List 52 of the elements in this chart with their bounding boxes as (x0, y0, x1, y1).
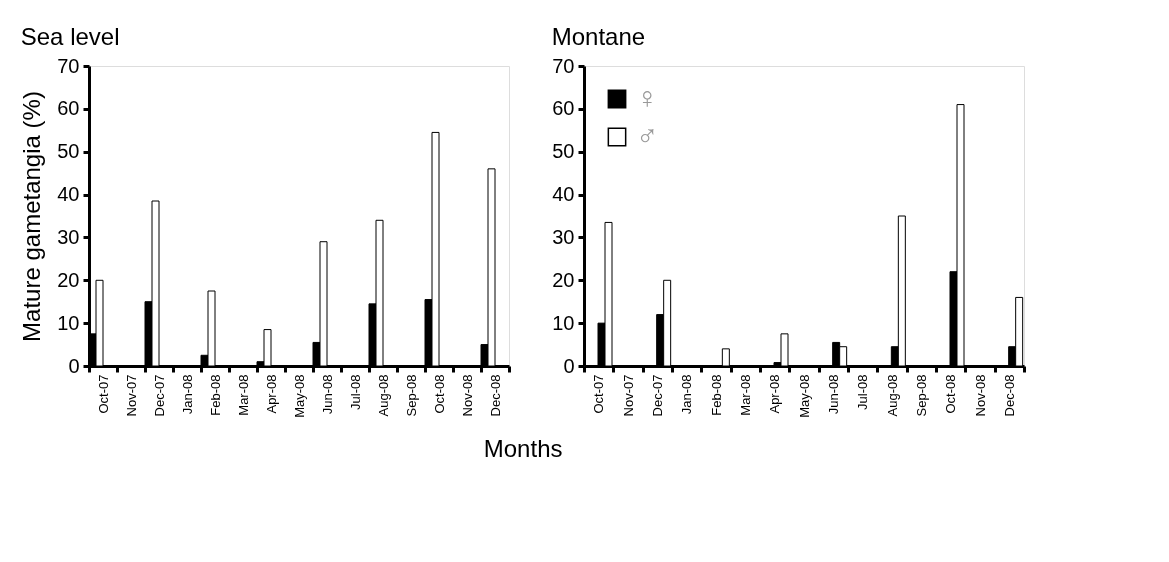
x-tick-label: Nov-07 (123, 374, 139, 417)
y-tick-label: 20 (552, 268, 575, 291)
x-tick-label: Oct-07 (591, 374, 607, 414)
x-tick-label: Feb-08 (207, 374, 223, 416)
x-tick-label: Dec-07 (151, 374, 167, 417)
x-tick-label: Sep-08 (403, 374, 419, 417)
x-tick-label: Apr-08 (767, 374, 783, 414)
x-tick-label: Aug-08 (375, 374, 391, 417)
x-tick-label: Jan-08 (679, 374, 695, 415)
x-tick-label: Jun-08 (319, 374, 335, 415)
x-tick-label: Nov-07 (620, 374, 636, 417)
y-tick-label: 60 (57, 97, 80, 120)
x-tick-label: Dec-08 (1001, 374, 1017, 417)
y-tick-label: 70 (552, 54, 575, 77)
x-tick-label: Nov-08 (459, 374, 475, 417)
legend-label: ♂ (636, 119, 659, 152)
x-tick-label: Oct-07 (95, 374, 111, 414)
x-axis-title: Months (483, 434, 563, 462)
y-axis-title: Mature gametangia (%) (18, 91, 46, 342)
y-tick-label: 40 (57, 183, 80, 206)
y-tick-label: 50 (57, 140, 80, 163)
x-tick-label: Oct-08 (431, 374, 447, 414)
y-tick-label: 70 (57, 54, 80, 77)
x-tick-label: Mar-08 (737, 374, 753, 416)
y-tick-label: 50 (552, 140, 575, 163)
y-tick-label: 0 (563, 354, 575, 377)
x-tick-label: Jul-08 (347, 374, 363, 410)
y-tick-label: 0 (68, 354, 80, 377)
y-tick-label: 40 (552, 183, 575, 206)
x-tick-label: Aug-08 (884, 374, 900, 417)
y-tick-label: 10 (552, 311, 575, 334)
x-tick-label: Dec-07 (649, 374, 665, 417)
y-tick-label: 60 (552, 97, 575, 120)
chart-title: Montane (551, 23, 646, 50)
x-tick-label: Jul-08 (855, 374, 871, 410)
x-tick-label: Oct-08 (943, 374, 959, 414)
chart-title: Sea level (20, 23, 120, 50)
x-tick-label: Feb-08 (708, 374, 724, 416)
x-tick-label: Sep-08 (913, 374, 929, 417)
x-tick-label: Dec-08 (487, 374, 503, 417)
x-tick-label: Jun-08 (825, 374, 841, 415)
y-tick-label: 20 (57, 268, 80, 291)
x-tick-label: Apr-08 (263, 374, 279, 414)
x-tick-label: May-08 (291, 374, 307, 418)
y-tick-label: 10 (57, 311, 80, 334)
y-tick-label: 30 (57, 225, 80, 248)
x-tick-label: Mar-08 (235, 374, 251, 416)
x-tick-label: Nov-08 (972, 374, 988, 417)
legend-label: ♀ (636, 81, 659, 114)
y-tick-label: 30 (552, 225, 575, 248)
x-tick-label: Jan-08 (179, 374, 195, 415)
x-tick-label: May-08 (796, 374, 812, 418)
